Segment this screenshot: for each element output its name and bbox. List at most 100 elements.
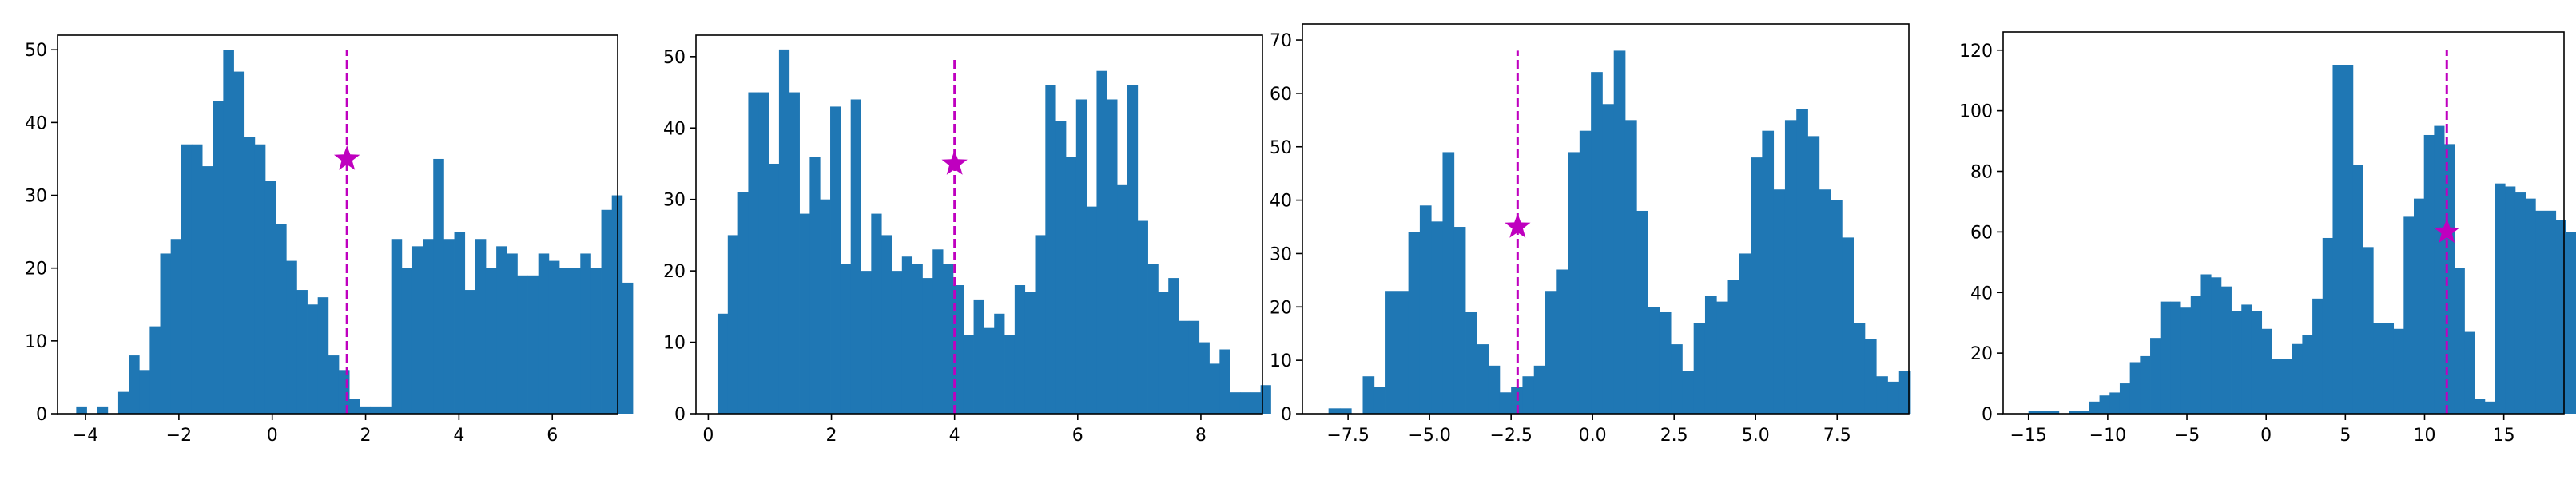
histogram-bar	[2200, 274, 2212, 414]
histogram-bar	[2546, 210, 2557, 414]
histogram-bar	[580, 253, 591, 414]
histogram-bar	[202, 166, 213, 414]
histogram-bar	[1117, 184, 1128, 414]
x-tick-label: 2	[826, 426, 837, 446]
histogram-bar	[1339, 408, 1352, 414]
histogram-bar	[1219, 349, 1230, 414]
histogram-bar	[181, 144, 193, 415]
histogram-bar	[1898, 371, 1911, 414]
histogram-bar	[129, 355, 140, 414]
histogram-bar	[861, 271, 872, 414]
x-tick-label: −10	[2089, 426, 2126, 446]
y-tick-label: 70	[1270, 31, 1292, 51]
histogram-bar	[2180, 307, 2192, 414]
y-tick-label: 0	[36, 405, 47, 425]
y-tick-label: 100	[1959, 102, 1993, 122]
histogram-bar	[1065, 157, 1077, 415]
histogram-bar	[1107, 99, 1118, 415]
histogram-bar	[727, 235, 739, 414]
x-tick-label: 4	[949, 426, 960, 446]
histogram-bar	[1887, 381, 1900, 414]
histogram-bar	[1260, 385, 1271, 414]
histogram-bar	[1075, 99, 1087, 415]
histogram-bar	[2393, 328, 2404, 414]
histogram-bar	[276, 224, 287, 414]
histogram-bar	[191, 144, 203, 415]
star-marker	[941, 150, 968, 175]
histogram-bar	[1055, 121, 1067, 414]
histogram-bar	[1419, 205, 1432, 414]
histogram-bar	[1784, 120, 1797, 414]
histogram-bar	[1556, 269, 1568, 414]
histogram-bar	[1831, 200, 1843, 414]
histogram-bar	[1397, 291, 1409, 414]
histogram-bar	[2038, 411, 2049, 414]
histogram-bar	[213, 101, 224, 414]
x-tick-label: 0.0	[1579, 426, 1607, 446]
histogram-bar	[1045, 85, 1056, 414]
histogram-bar	[2119, 383, 2131, 414]
x-tick-label: −2	[166, 426, 192, 446]
histogram-bar	[2312, 298, 2324, 414]
x-tick-label: 0	[2260, 426, 2272, 446]
histogram-bar	[1545, 291, 1557, 414]
x-tick-label: −7.5	[1326, 426, 1369, 446]
histogram-bar	[748, 92, 759, 415]
histogram-bar	[891, 271, 903, 414]
histogram-bar	[2099, 395, 2110, 414]
histogram-bar	[1864, 339, 1877, 414]
histogram-bar	[1716, 301, 1728, 414]
histogram-bar	[1431, 221, 1443, 414]
histogram-bar	[117, 391, 129, 414]
histogram-bar	[2241, 304, 2252, 414]
histogram-bar	[1004, 335, 1016, 414]
y-tick-label: 20	[663, 262, 686, 282]
histogram-bar	[809, 157, 821, 415]
histogram-bar	[2322, 237, 2333, 414]
histogram-bar	[2475, 399, 2486, 414]
histogram-bar	[1453, 227, 1466, 414]
star-marker	[2434, 218, 2460, 244]
histogram-bar	[1442, 152, 1455, 414]
histogram-bar	[423, 239, 434, 414]
x-tick-label: 2	[360, 426, 372, 446]
subplot-3: −7.5 −5.0 −2.5 0.0 2.5 5.0 7.5 0 10 20 30 40 50 60 70	[1270, 23, 1911, 446]
histogram-bar	[850, 99, 861, 415]
y-tick-label: 50	[1270, 138, 1292, 158]
histogram-bar	[1230, 392, 1241, 414]
histogram-bar	[1853, 323, 1866, 414]
histogram-bar	[1250, 392, 1262, 414]
histogram-bar	[1876, 376, 1888, 414]
histogram-bar	[789, 92, 800, 415]
subplot-2: 0 2 4 6 8 0 10 20 30 40 50	[663, 34, 1271, 446]
histogram-bar	[1179, 320, 1190, 414]
histogram-bar	[1807, 136, 1820, 414]
histogram-bar	[1568, 152, 1580, 414]
axes-frame	[1302, 23, 1910, 415]
histogram-bar	[1682, 371, 1695, 414]
histogram-bar	[160, 253, 172, 414]
subplot-4: −15 −10 −5 0 5 10 15 0 20 40 60 80 100 120	[1959, 31, 2576, 446]
x-tick-label: 5.0	[1742, 426, 1770, 446]
histogram-bar	[517, 275, 528, 414]
histogram-bar	[1591, 72, 1603, 414]
histogram-bar	[1773, 189, 1786, 415]
histogram-bar	[1613, 50, 1626, 415]
x-tick-label: −4	[73, 426, 98, 446]
x-tick-label: −15	[2010, 426, 2047, 446]
histogram-bar	[2352, 165, 2363, 415]
histogram-bar	[1819, 189, 1831, 415]
histogram-bar	[2282, 359, 2293, 414]
histogram-bar	[2272, 359, 2283, 414]
histogram-bar	[2525, 198, 2536, 414]
y-tick-label: 30	[25, 187, 47, 207]
histogram-bar	[1385, 291, 1397, 414]
histogram-bar	[881, 235, 892, 414]
histogram-bar	[2292, 343, 2303, 414]
y-tick-label: 40	[25, 113, 47, 133]
histogram-bar	[559, 268, 570, 414]
histogram-bar	[1168, 278, 1179, 414]
histogram-bar	[2150, 338, 2161, 414]
histogram-bar	[1762, 130, 1775, 414]
histogram-bar	[1693, 323, 1706, 414]
